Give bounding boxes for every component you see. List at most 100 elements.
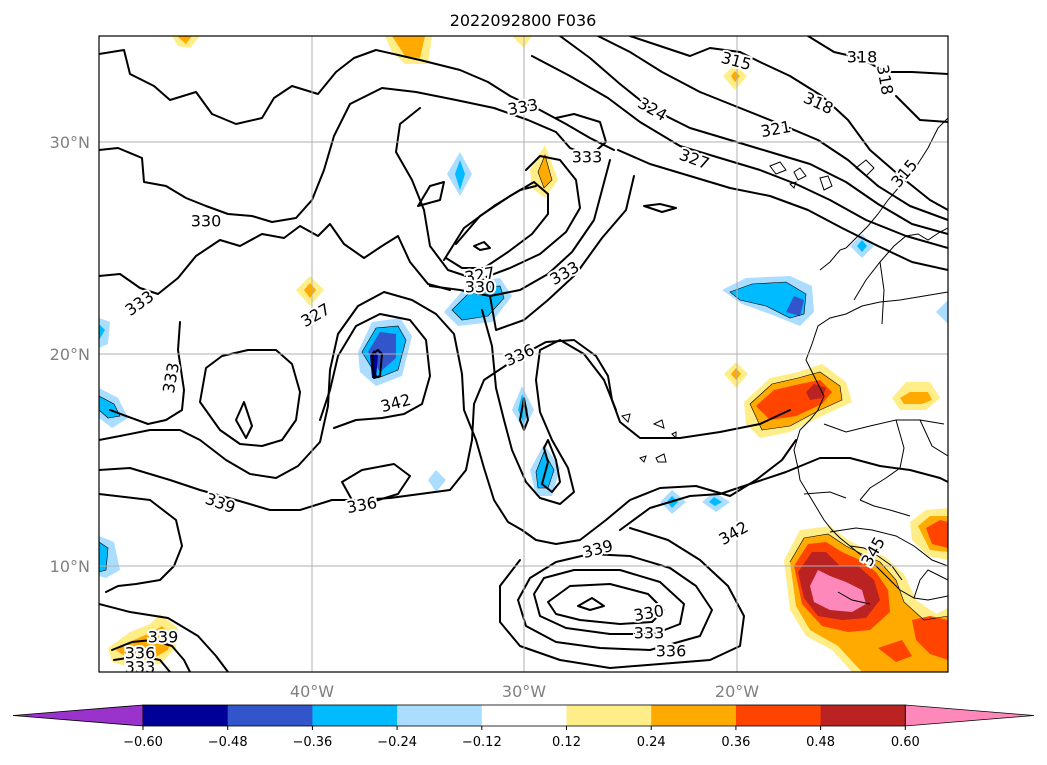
fill-cyan-patch: [730, 282, 806, 318]
fill-lightblue-patch: [428, 470, 446, 492]
colorbar-tick-label: 0.60: [891, 735, 920, 750]
contour-line: [517, 553, 713, 651]
colorbar-segment: [397, 705, 483, 726]
contour-line: [519, 397, 529, 431]
gridlines: [99, 36, 948, 672]
colorbar-tick-label: −0.60: [123, 735, 163, 750]
contour-line: [443, 185, 537, 261]
fill-cyan-patch: [455, 160, 465, 190]
fill-orange-patch: [731, 368, 741, 380]
colorbar-segment: [143, 705, 229, 726]
contour-label: 330: [191, 212, 222, 231]
contour-line: [99, 49, 615, 151]
lon-label-30w: 30°W: [502, 682, 546, 701]
fill-redorange-patch: [912, 616, 948, 660]
contour-line: [235, 401, 253, 439]
contour-line: [629, 36, 948, 211]
fill-lightblue-patch: [99, 318, 110, 348]
contour-label: 333: [125, 658, 156, 677]
contour-line: [541, 439, 561, 493]
lat-label-20n: 20°N: [50, 345, 90, 364]
contour-line: [533, 569, 685, 635]
contour-line: [473, 241, 491, 251]
colorbar-tick-label: −0.48: [208, 735, 248, 750]
contour-line: [111, 639, 191, 672]
contour-line: [371, 349, 383, 379]
colorbar-frame: [142, 704, 906, 727]
colorbar-segment: [735, 705, 822, 726]
fill-cyan-patch: [452, 286, 504, 320]
colorbar-segment: [566, 705, 652, 726]
colorbar-tick-label: −0.12: [462, 735, 502, 750]
fill-cyan-patch: [99, 542, 108, 572]
contour-label: 327: [463, 263, 496, 287]
fill-yellow-patch: [512, 36, 532, 48]
fill-orange-patch: [304, 283, 316, 298]
fill-cyan-patch: [99, 324, 105, 340]
contour-line: [429, 159, 611, 297]
lon-label-20w: 20°W: [715, 682, 759, 701]
contour-line: [417, 181, 445, 207]
colorbar: −0.60 −0.48 −0.36 −0.24 −0.12 0.12 0.24 0.36 0.4…: [12, 704, 1035, 750]
contour-label: 330: [125, 670, 156, 689]
contour-line: [807, 36, 948, 75]
contour-line: [895, 95, 948, 123]
lat-label-10n: 10°N: [50, 557, 90, 576]
colorbar-segment: [312, 705, 398, 726]
shade-outlines: [99, 154, 948, 621]
colorbar-segment: [651, 705, 737, 726]
contour-line: [481, 309, 617, 505]
map-frame: [98, 35, 949, 673]
colorbar-extend-low: [12, 704, 144, 727]
lat-label-30n: 30°N: [50, 133, 90, 152]
contour-line: [489, 175, 635, 331]
contour-line: [547, 583, 665, 625]
colorbar-tick-label: 0.12: [552, 735, 581, 750]
contour-label: 336: [125, 644, 156, 663]
contour-line: [99, 87, 557, 223]
fill-orange-patch: [538, 155, 552, 188]
colorbar-extend-high: [904, 704, 1035, 727]
contour-label: 336: [656, 642, 687, 661]
contour-line: [199, 349, 301, 447]
colorbar-tick-label: 0.36: [721, 735, 750, 750]
colorbar-segment: [820, 705, 906, 726]
fill-darkred-patch: [806, 384, 826, 400]
fill-redorange-patch: [926, 520, 948, 548]
contour-label: 333: [572, 148, 603, 167]
fill-cyan-patch: [857, 240, 867, 252]
fill-orange-patch: [392, 36, 425, 58]
contour-line: [499, 527, 745, 669]
contour-line: [99, 339, 791, 511]
contour-line: [643, 203, 677, 213]
figure-title: 2022092800 F036: [450, 11, 597, 30]
contour-line: [559, 36, 948, 235]
contour-line: [577, 597, 605, 611]
contour-line: [319, 313, 431, 429]
colorbar-tick-label: 0.24: [637, 735, 666, 750]
fill-blue-patch: [786, 296, 804, 316]
colorbar-segment: [481, 705, 567, 726]
contour-label: 330: [465, 278, 496, 297]
contour-line: [99, 603, 229, 672]
colorbar-tick-label: −0.36: [292, 735, 332, 750]
fill-orange-patch: [900, 392, 932, 404]
contour-line: [597, 36, 948, 221]
contour-line: [617, 149, 948, 271]
fill-cyan-patch: [709, 497, 722, 506]
colorbar-segment: [227, 705, 313, 726]
lon-label-40w: 40°W: [290, 682, 334, 701]
contour-line: [109, 321, 185, 425]
contour-line: [531, 55, 948, 249]
fill-orange-patch: [731, 71, 740, 82]
contour-label: 318: [847, 48, 878, 67]
contour-line: [395, 107, 581, 281]
fill-redorange-patch: [878, 640, 912, 662]
fill-lightblue-patch: [936, 300, 948, 324]
contour-line: [619, 457, 948, 531]
contour-line: [113, 655, 171, 672]
colorbar-tick-label: −0.24: [377, 735, 417, 750]
colorbar-tick-label: 0.48: [806, 735, 835, 750]
contour-label: 333: [634, 624, 665, 643]
